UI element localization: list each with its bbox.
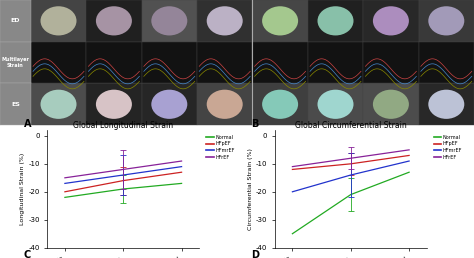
Ellipse shape: [318, 48, 354, 77]
Ellipse shape: [40, 48, 76, 77]
Text: A: A: [24, 119, 31, 129]
Ellipse shape: [151, 6, 187, 35]
Ellipse shape: [262, 48, 298, 77]
Y-axis label: Circumferential Strain (%): Circumferential Strain (%): [248, 148, 253, 230]
Title: Global Longitudinal Strain: Global Longitudinal Strain: [73, 120, 173, 130]
Ellipse shape: [96, 90, 132, 119]
Ellipse shape: [318, 6, 354, 35]
Text: Multilayer
Strain: Multilayer Strain: [1, 57, 29, 68]
Title: Global Circumferential Strain: Global Circumferential Strain: [295, 120, 407, 130]
Ellipse shape: [151, 90, 187, 119]
Y-axis label: Longitudinal Strain (%): Longitudinal Strain (%): [20, 153, 26, 225]
Ellipse shape: [428, 6, 465, 35]
Ellipse shape: [428, 90, 465, 119]
Ellipse shape: [318, 90, 354, 119]
Ellipse shape: [40, 6, 76, 35]
Ellipse shape: [96, 48, 132, 77]
Ellipse shape: [262, 6, 298, 35]
Ellipse shape: [207, 90, 243, 119]
Legend: Normal, HFpEF, HFmrEF, HFrEF: Normal, HFpEF, HFmrEF, HFrEF: [432, 133, 464, 162]
Ellipse shape: [207, 6, 243, 35]
Ellipse shape: [373, 90, 409, 119]
Ellipse shape: [428, 48, 465, 77]
Text: ES: ES: [11, 102, 20, 107]
Text: ED: ED: [10, 18, 20, 23]
Ellipse shape: [373, 48, 409, 77]
Ellipse shape: [96, 6, 132, 35]
Text: B: B: [251, 119, 259, 129]
Ellipse shape: [207, 48, 243, 77]
Text: C: C: [24, 250, 31, 258]
Ellipse shape: [151, 48, 187, 77]
Legend: Normal, HFpEF, HFmrEF, HFrEF: Normal, HFpEF, HFmrEF, HFrEF: [205, 133, 237, 162]
Ellipse shape: [40, 90, 76, 119]
Text: D: D: [251, 250, 259, 258]
Ellipse shape: [373, 6, 409, 35]
Ellipse shape: [262, 90, 298, 119]
